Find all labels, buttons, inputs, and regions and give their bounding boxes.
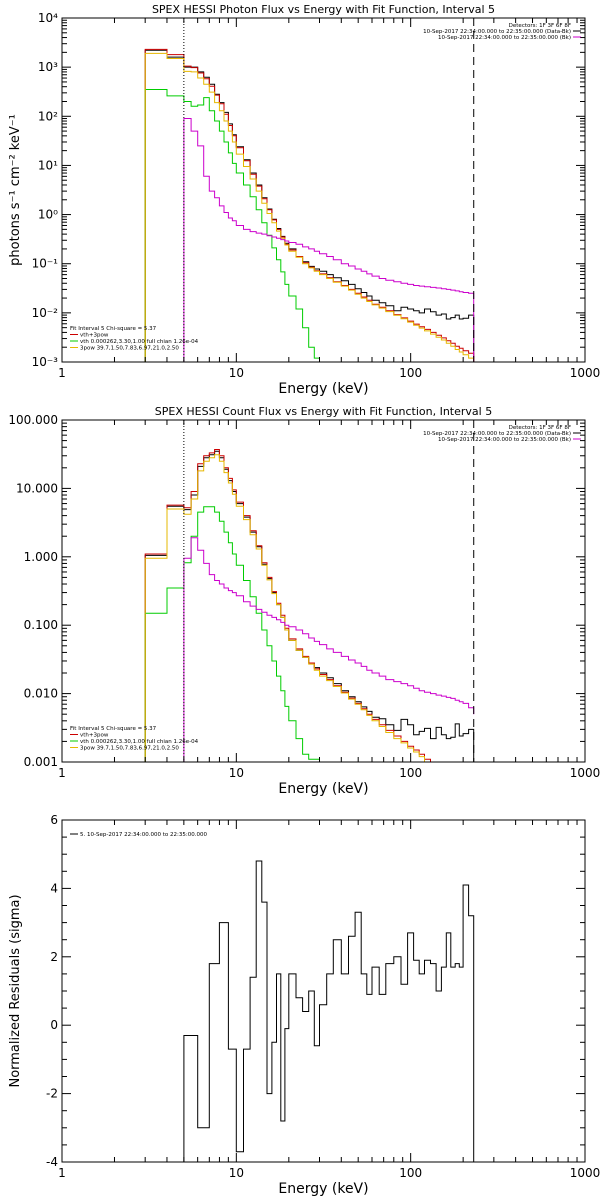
x-tick-label: 10 xyxy=(229,766,244,780)
x-tick-label: 10 xyxy=(229,366,244,380)
legend-entry: vth+3pow xyxy=(80,733,109,739)
y-tick-label: 10³ xyxy=(38,60,58,74)
y-tick-label: 10¹ xyxy=(38,158,58,172)
y-tick-label: 0.001 xyxy=(24,755,58,769)
y-tick-label: 6 xyxy=(50,813,58,827)
y-tick-label: -4 xyxy=(46,1155,58,1169)
legend-entry: vth+3pow xyxy=(80,333,109,339)
y-tick-label: 10⁴ xyxy=(38,11,58,25)
info-line: 10-Sep-2017 22:34:00.000 to 22:35:00.000… xyxy=(438,437,571,443)
series-line-nonthermal xyxy=(144,52,475,362)
y-tick-label: 10.000 xyxy=(16,481,58,495)
series-line-total xyxy=(144,48,475,362)
chart-photon: SPEX HESSI Photon Flux vs Energy with Fi… xyxy=(8,3,600,397)
chart-resid: 1 10 100 1000 Energy (keV) -4 -2 0 2 4 6 Normalized… xyxy=(8,813,600,1197)
info-line: 10-Sep-2017 22:34:00.000 to 22:35:00.000… xyxy=(423,431,571,437)
y-tick-label: 2 xyxy=(50,950,58,964)
series-line-background xyxy=(183,118,475,362)
y-tick-label: 0 xyxy=(50,1018,58,1032)
series-line-data xyxy=(144,450,475,762)
x-tick-label: 1000 xyxy=(570,766,600,780)
y-tick-label: 0.010 xyxy=(24,687,58,701)
chart-title: SPEX HESSI Photon Flux vs Energy with Fi… xyxy=(152,3,495,16)
x-tick-label: 1 xyxy=(58,1166,66,1180)
series-line-thermal xyxy=(144,89,320,362)
legend-entry: Fit Interval 5 Chi-square = 5.37 xyxy=(70,726,157,732)
x-tick-label: 10 xyxy=(229,1166,244,1180)
y-tick-label: 10⁰ xyxy=(38,208,58,222)
x-axis-label: Energy (keV) xyxy=(278,381,368,397)
y-tick-label: 10⁻² xyxy=(32,306,59,320)
x-tick-label: 1000 xyxy=(570,1166,600,1180)
legend-entry: vth 0.000262,3.30,1.00 full chian 1.26e-… xyxy=(80,739,199,745)
chart-title: SPEX HESSI Count Flux vs Energy with Fit… xyxy=(155,405,492,418)
x-tick-label: 1000 xyxy=(570,366,600,380)
x-tick-label: 1 xyxy=(58,366,66,380)
chart-count: SPEX HESSI Count Flux vs Energy with Fit… xyxy=(8,405,600,797)
info-line: 10-Sep-2017 22:34:00.000 to 22:35:00.000… xyxy=(438,35,571,41)
series-group xyxy=(144,449,475,762)
info-line: Detectors: 1F 3F 6F 8F xyxy=(509,425,571,431)
x-tick-label: 100 xyxy=(399,1166,422,1180)
y-tick-label: 10² xyxy=(38,109,58,123)
y-axis-label: photons s⁻¹ cm⁻² keV⁻¹ xyxy=(8,114,23,266)
y-tick-label: 100.000 xyxy=(8,413,58,427)
series-line-data xyxy=(183,860,475,1162)
y-tick-label: 4 xyxy=(50,881,58,895)
legend-entry: 5. 10-Sep-2017 22:34:00.000 to 22:35:00.… xyxy=(80,832,207,838)
legend-entry: 3pow 39.7,1.50,7.83,6.97,21.0,2.50 xyxy=(80,346,179,352)
info-line: Detectors: 1F 3F 6F 8F xyxy=(509,23,571,29)
y-tick-label: 1.000 xyxy=(24,550,58,564)
y-tick-label: 10⁻¹ xyxy=(32,257,59,271)
legend-entry: vth 0.000262,3.30,1.00 full chian 1.26e-… xyxy=(80,339,199,345)
x-tick-label: 100 xyxy=(399,766,422,780)
plot-frame xyxy=(61,819,586,1163)
legend-entry: 3pow 39.7,1.50,7.83,6.97,21.0,2.50 xyxy=(80,746,179,752)
plot-frame xyxy=(61,419,586,763)
series-line-background xyxy=(183,537,475,762)
series-line-nonthermal xyxy=(144,454,475,762)
info-line: 10-Sep-2017 22:34:00.000 to 22:35:00.000… xyxy=(423,29,571,35)
y-tick-label: -2 xyxy=(46,1087,58,1101)
series-group xyxy=(183,860,475,1162)
y-tick-label: 10⁻³ xyxy=(32,355,59,369)
legend-entry: Fit Interval 5 Chi-square = 5.37 xyxy=(70,326,157,332)
series-line-data xyxy=(144,49,475,362)
series-group xyxy=(144,48,475,362)
y-axis-label: Normalized Residuals (sigma) xyxy=(8,894,23,1087)
x-tick-label: 1 xyxy=(58,766,66,780)
plot-frame xyxy=(61,17,586,363)
x-axis-label: Energy (keV) xyxy=(278,781,368,797)
x-tick-label: 100 xyxy=(399,366,422,380)
x-axis-label: Energy (keV) xyxy=(278,1181,368,1197)
series-line-thermal xyxy=(144,506,320,762)
y-tick-label: 0.100 xyxy=(24,618,58,632)
